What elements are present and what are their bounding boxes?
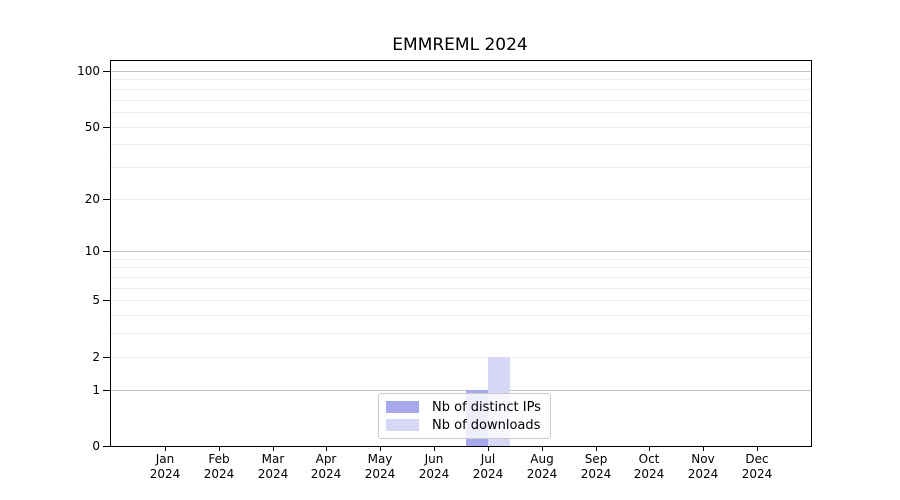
x-tick-mark bbox=[273, 446, 274, 451]
legend-label-distinct-ips: Nb of distinct IPs bbox=[432, 399, 541, 415]
legend-item-distinct-ips: Nb of distinct IPs bbox=[386, 398, 541, 416]
legend-swatch-downloads bbox=[386, 419, 419, 431]
y-tick-label: 1 bbox=[92, 383, 100, 397]
x-tick-label: Aug 2024 bbox=[526, 452, 558, 481]
y-tick-mark bbox=[103, 390, 110, 391]
gridline-major bbox=[111, 251, 811, 252]
gridline-minor bbox=[111, 79, 811, 80]
y-tick-label: 5 bbox=[92, 293, 100, 307]
x-tick-mark bbox=[703, 446, 704, 451]
x-tick-label: Apr 2024 bbox=[310, 452, 342, 481]
x-tick-mark bbox=[649, 446, 650, 451]
gridline-minor bbox=[111, 112, 811, 113]
x-tick-mark bbox=[380, 446, 381, 451]
x-tick-label: Oct 2024 bbox=[633, 452, 665, 481]
x-tick-label: Dec 2024 bbox=[741, 452, 773, 481]
y-tick-mark bbox=[103, 357, 110, 358]
y-tick-mark bbox=[103, 127, 110, 128]
x-tick-label: May 2024 bbox=[364, 452, 396, 481]
legend-item-downloads: Nb of downloads bbox=[386, 416, 541, 434]
y-tick-mark bbox=[103, 446, 110, 447]
gridline-major bbox=[111, 71, 811, 72]
plot-area: Nb of distinct IPs Nb of downloads bbox=[110, 60, 812, 447]
legend-label-downloads: Nb of downloads bbox=[432, 417, 541, 433]
y-tick-label: 50 bbox=[84, 120, 100, 134]
x-tick-mark bbox=[219, 446, 220, 451]
y-tick-mark bbox=[103, 300, 110, 301]
gridline-minor bbox=[111, 277, 811, 278]
x-tick-mark bbox=[434, 446, 435, 451]
x-tick-mark bbox=[165, 446, 166, 451]
gridline-minor bbox=[111, 144, 811, 145]
y-tick-mark bbox=[103, 199, 110, 200]
x-tick-label: Feb 2024 bbox=[203, 452, 235, 481]
gridline-minor bbox=[111, 89, 811, 90]
chart-title: EMMREML 2024 bbox=[392, 35, 528, 55]
x-tick-label: Jul 2024 bbox=[472, 452, 504, 481]
x-tick-label: Jan 2024 bbox=[149, 452, 181, 481]
x-tick-label: Jun 2024 bbox=[418, 452, 450, 481]
gridline-minor bbox=[111, 300, 811, 301]
x-tick-mark bbox=[326, 446, 327, 451]
x-tick-mark bbox=[488, 446, 489, 451]
gridline-minor bbox=[111, 199, 811, 200]
y-tick-mark bbox=[103, 251, 110, 252]
y-tick-label: 0 bbox=[92, 439, 100, 453]
gridline-minor bbox=[111, 333, 811, 334]
x-tick-label: Sep 2024 bbox=[580, 452, 612, 481]
gridline-minor bbox=[111, 315, 811, 316]
gridline-minor bbox=[111, 127, 811, 128]
y-tick-label: 20 bbox=[84, 192, 100, 206]
y-tick-label: 2 bbox=[92, 350, 100, 364]
y-tick-label: 100 bbox=[77, 64, 100, 78]
x-tick-label: Mar 2024 bbox=[257, 452, 289, 481]
x-tick-mark bbox=[542, 446, 543, 451]
legend: Nb of distinct IPs Nb of downloads bbox=[378, 393, 551, 439]
gridline-minor bbox=[111, 288, 811, 289]
gridline-minor bbox=[111, 167, 811, 168]
x-tick-mark bbox=[757, 446, 758, 451]
x-tick-label: Nov 2024 bbox=[687, 452, 719, 481]
gridline-minor bbox=[111, 100, 811, 101]
y-tick-label: 10 bbox=[84, 244, 100, 258]
gridline-minor bbox=[111, 259, 811, 260]
x-tick-mark bbox=[596, 446, 597, 451]
gridline-minor bbox=[111, 357, 811, 358]
y-tick-mark bbox=[103, 71, 110, 72]
gridline-major bbox=[111, 390, 811, 391]
legend-swatch-distinct-ips bbox=[386, 401, 419, 413]
gridline-minor bbox=[111, 267, 811, 268]
